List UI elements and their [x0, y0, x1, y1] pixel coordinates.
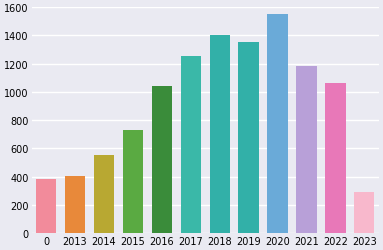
Bar	[94, 155, 114, 233]
Bar	[152, 86, 172, 233]
Bar	[296, 66, 317, 233]
Bar	[267, 14, 288, 233]
Bar	[239, 43, 259, 233]
Bar	[210, 36, 230, 233]
Bar	[123, 130, 143, 233]
Bar	[36, 179, 56, 233]
Bar	[325, 84, 345, 233]
Bar	[354, 192, 375, 233]
Bar	[65, 176, 85, 233]
Bar	[181, 57, 201, 233]
